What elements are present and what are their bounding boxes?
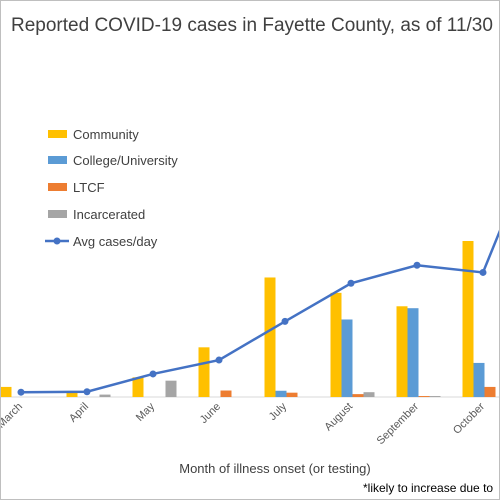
x-tick-label-march: March	[1, 401, 25, 431]
bar-college-university-august	[341, 319, 353, 397]
avg-cases-point-may	[149, 370, 157, 378]
legend-swatch-marker-avg-cases-day	[53, 237, 61, 245]
x-tick-label-october: October	[451, 400, 487, 436]
bar-college-university-september	[407, 308, 419, 397]
footnote: *likely to increase due to	[363, 481, 493, 495]
bar-community-may	[132, 377, 144, 397]
x-tick-label-may: May	[134, 400, 158, 424]
bar-incarcerated-may	[165, 380, 177, 397]
legend-label-community: Community	[73, 127, 139, 142]
avg-cases-point-october	[479, 268, 487, 276]
bar-community-july	[264, 277, 276, 397]
legend-swatch-community	[48, 130, 67, 138]
bar-incarcerated-september	[429, 396, 441, 397]
bar-college-university-july	[275, 390, 287, 397]
bar-ltcf-august	[352, 394, 364, 397]
legend-label-ltcf: LTCF	[73, 180, 105, 195]
avg-cases-point-june	[215, 356, 223, 364]
bar-incarcerated-april	[99, 394, 111, 397]
legend-swatch-incarcerated	[48, 210, 67, 218]
x-axis-title: Month of illness onset (or testing)	[179, 461, 370, 476]
bar-ltcf-october	[484, 386, 496, 397]
avg-cases-point-july	[281, 317, 289, 325]
legend-label-avg-cases-day: Avg cases/day	[73, 234, 158, 249]
bar-ltcf-july	[286, 392, 298, 397]
bar-community-september	[396, 306, 408, 397]
bar-community-june	[198, 347, 210, 397]
legend-label-incarcerated: Incarcerated	[73, 207, 145, 222]
legend-swatch-college-university	[48, 156, 67, 164]
x-tick-label-june: June	[198, 401, 223, 426]
x-tick-label-april: April	[67, 401, 91, 425]
bar-ltcf-june	[220, 390, 232, 397]
legend-label-college-university: College/University	[73, 153, 178, 168]
bar-community-march	[1, 386, 12, 397]
bar-ltcf-september	[418, 396, 430, 397]
bar-incarcerated-august	[363, 392, 375, 397]
x-tick-label-july: July	[267, 400, 290, 423]
avg-cases-point-august	[347, 279, 355, 287]
bar-college-university-october	[473, 362, 485, 397]
avg-cases-point-march	[17, 388, 25, 396]
bar-community-august	[330, 292, 342, 397]
chart-title: Reported COVID-19 cases in Fayette Count…	[11, 15, 493, 36]
avg-cases-point-september	[413, 261, 421, 269]
x-tick-label-august: August	[322, 401, 355, 434]
avg-cases-point-april	[83, 388, 91, 396]
x-tick-label-september: September	[375, 400, 422, 447]
bar-community-april	[66, 392, 78, 397]
legend-swatch-ltcf	[48, 183, 67, 191]
bar-community-october	[462, 241, 474, 397]
